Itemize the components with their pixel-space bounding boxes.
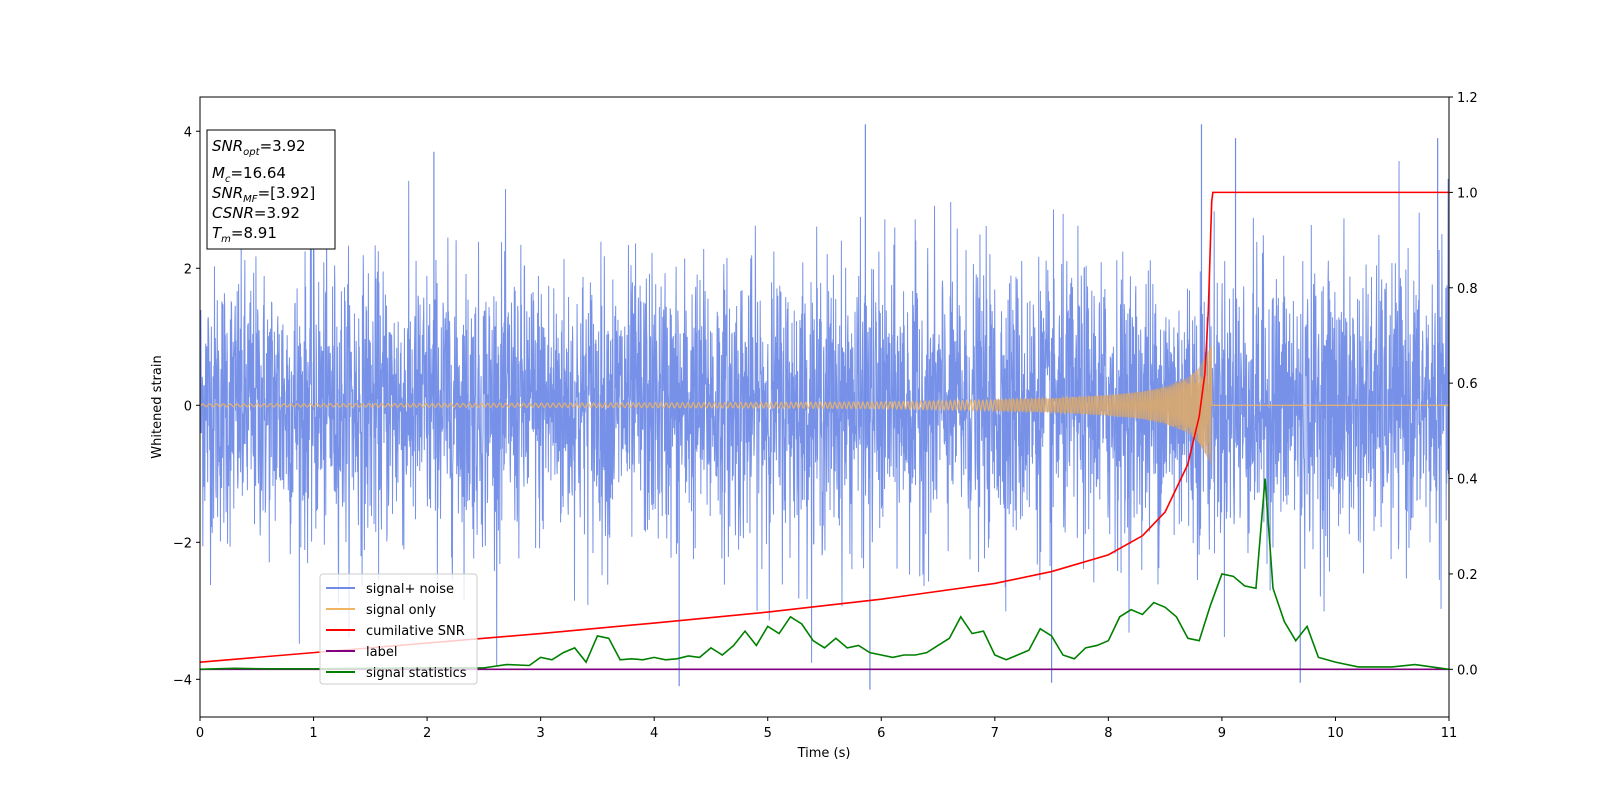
info-snr-opt: SNRopt=3.92 xyxy=(212,137,306,158)
x-axis-label: Time (s) xyxy=(797,746,851,761)
info-snr-mf: SNRMF=[3.92] xyxy=(212,184,315,205)
plot-frame xyxy=(199,96,1450,718)
y2-tick-label: 0.0 xyxy=(1457,663,1478,678)
x-tick-label: 6 xyxy=(877,726,885,741)
y-tick-label: 2 xyxy=(184,262,192,277)
y2-tick-label: 0.8 xyxy=(1457,282,1478,297)
info-tm-value: 8.91 xyxy=(244,224,277,242)
y-tick-label: 4 xyxy=(184,125,192,140)
signal-only-line xyxy=(200,345,1449,455)
y-tick-label: −4 xyxy=(173,673,192,688)
info-csnr-value: 3.92 xyxy=(267,204,300,222)
x-tick-label: 9 xyxy=(1218,726,1226,741)
x-tick-label: 2 xyxy=(423,726,431,741)
y2-tick-label: 0.2 xyxy=(1457,568,1478,583)
info-box: SNRopt=3.92 Mc=16.64 SNRMF=[3.92] CSNR=3… xyxy=(206,129,336,250)
x-tick-label: 4 xyxy=(650,726,658,741)
info-snr-opt-value: 3.92 xyxy=(272,137,305,155)
series-line-cumilative-snr xyxy=(200,191,1449,663)
x-tick-label: 10 xyxy=(1327,726,1344,741)
y2-tick-label: 0.6 xyxy=(1457,377,1478,392)
info-mc-value: 16.64 xyxy=(243,164,286,182)
legend-label: label xyxy=(366,645,397,660)
signal-envelope xyxy=(994,345,1212,466)
x-tick-label: 7 xyxy=(991,726,999,741)
legend: signal+ noise signal only cumilative SNR la… xyxy=(319,573,478,685)
legend-label: signal only xyxy=(366,603,436,618)
info-snr-mf-value: [3.92] xyxy=(270,184,315,202)
y2-tick-label: 1.2 xyxy=(1457,91,1478,106)
series-line-signal-statistics xyxy=(200,478,1449,671)
x-tick-label: 1 xyxy=(309,726,317,741)
legend-label: signal+ noise xyxy=(366,582,454,597)
x-tick-label: 0 xyxy=(196,726,204,741)
info-box-frame xyxy=(206,129,336,250)
signal-noise-line xyxy=(200,161,1449,666)
info-csnr: CSNR=3.92 xyxy=(212,204,300,222)
y2-tick-label: 1.0 xyxy=(1457,186,1478,201)
legend-frame xyxy=(319,573,478,685)
y-tick-label: −2 xyxy=(173,536,192,551)
x-tick-label: 8 xyxy=(1104,726,1112,741)
signal-only-trace xyxy=(200,345,1449,466)
y-axis-left: 4 2 0 −2 −4 xyxy=(173,125,200,688)
y-tick-label: 0 xyxy=(184,399,192,414)
legend-label: signal statistics xyxy=(366,666,467,681)
x-tick-label: 5 xyxy=(764,726,772,741)
x-tick-label: 3 xyxy=(536,726,544,741)
x-tick-label: 11 xyxy=(1441,726,1458,741)
y-axis-label: Whitened strain xyxy=(150,355,165,458)
info-tm: Tm=8.91 xyxy=(212,224,277,245)
x-axis: 0 1 2 3 4 5 6 7 8 9 10 11 xyxy=(196,717,1457,741)
y-axis-right: 1.2 1.0 0.8 0.6 0.4 0.2 0.0 xyxy=(1449,91,1478,678)
legend-label: cumilative SNR xyxy=(366,624,465,639)
y2-tick-label: 0.4 xyxy=(1457,473,1478,488)
info-mc: Mc=16.64 xyxy=(212,164,286,185)
